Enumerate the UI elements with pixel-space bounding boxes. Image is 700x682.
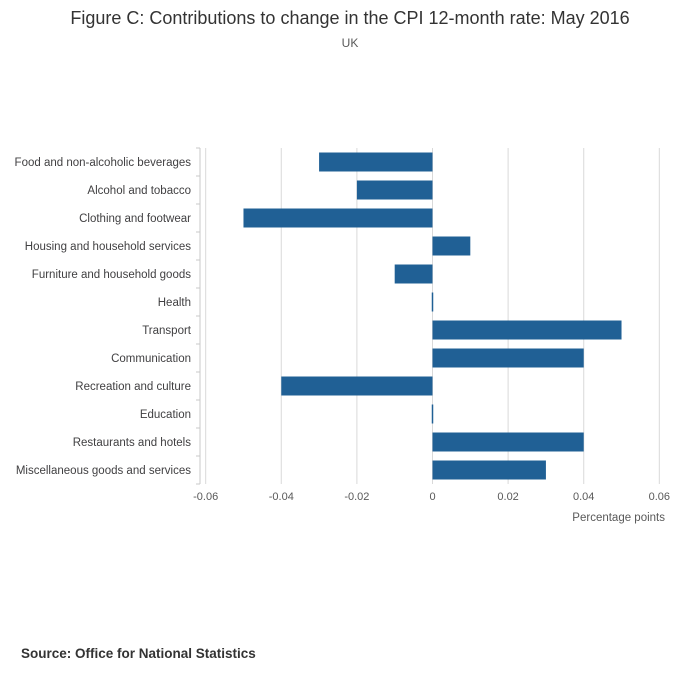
chart-subtitle: UK xyxy=(341,36,359,50)
bar xyxy=(432,460,546,480)
bar xyxy=(281,376,433,396)
bar xyxy=(394,264,433,284)
bar xyxy=(243,208,433,228)
bar xyxy=(432,236,471,256)
chart-area: Food and non-alcoholic beverages Alcohol … xyxy=(0,130,700,560)
category-label: Education xyxy=(140,409,191,421)
x-tick-label: -0.02 xyxy=(344,491,369,503)
category-label: Alcohol and tobacco xyxy=(87,185,191,197)
category-label: Health xyxy=(158,297,191,309)
category-label: Clothing and footwear xyxy=(79,213,191,225)
chart-title: Figure C: Contributions to change in the… xyxy=(70,8,630,28)
x-axis-label: Percentage points xyxy=(572,512,665,524)
category-label: Restaurants and hotels xyxy=(73,437,192,449)
x-tick-label: 0.02 xyxy=(497,491,518,503)
bar xyxy=(432,320,622,340)
bar xyxy=(431,404,434,424)
bar xyxy=(431,292,434,312)
category-label: Furniture and household goods xyxy=(32,269,191,281)
bar xyxy=(432,432,584,452)
bar xyxy=(356,180,433,200)
category-label: Recreation and culture xyxy=(75,381,191,393)
source-note: Source: Office for National Statistics xyxy=(21,646,256,661)
x-tick-label: 0 xyxy=(429,491,435,503)
bar xyxy=(432,348,584,368)
bar xyxy=(319,152,433,172)
category-label: Communication xyxy=(111,353,191,365)
x-tick-label: 0.06 xyxy=(649,491,670,503)
category-label: Transport xyxy=(142,325,192,337)
x-tick-label: -0.04 xyxy=(269,491,294,503)
category-label: Food and non-alcoholic beverages xyxy=(15,157,192,169)
category-label: Housing and household services xyxy=(25,241,191,253)
category-label: Miscellaneous goods and services xyxy=(16,465,191,477)
x-tick-label: 0.04 xyxy=(573,491,594,503)
x-tick-label: -0.06 xyxy=(193,491,218,503)
bar-chart: Food and non-alcoholic beverages Alcohol … xyxy=(15,147,670,524)
